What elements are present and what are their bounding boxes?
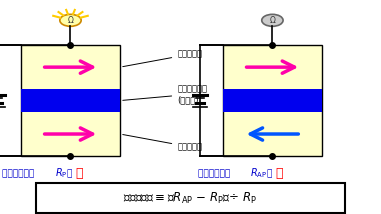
- Text: 磁気抵抗比$\equiv$（$R_\mathrm{AP}$ $-$ $R_\mathrm{P}$）$\div$ $R_\mathrm{P}$: 磁気抵抗比$\equiv$（$R_\mathrm{AP}$ $-$ $R_\ma…: [123, 190, 258, 205]
- Circle shape: [60, 14, 81, 26]
- Text: $R_\mathrm{P}$: $R_\mathrm{P}$: [55, 166, 68, 180]
- Text: トンネル障壁
(非磁性): トンネル障壁 (非磁性): [123, 84, 207, 104]
- FancyBboxPatch shape: [36, 183, 345, 213]
- FancyBboxPatch shape: [223, 45, 322, 156]
- Text: 高: 高: [275, 167, 283, 180]
- FancyBboxPatch shape: [21, 89, 120, 112]
- Text: Ω: Ω: [67, 16, 74, 25]
- Text: Ω: Ω: [269, 16, 275, 25]
- FancyBboxPatch shape: [21, 45, 120, 156]
- Text: トンネル抵抗: トンネル抵抗: [2, 169, 37, 178]
- Text: ：: ：: [67, 169, 72, 178]
- Text: 強磁性電極: 強磁性電極: [123, 135, 202, 151]
- Text: $R_\mathrm{AP}$: $R_\mathrm{AP}$: [250, 166, 267, 180]
- Text: 低: 低: [75, 167, 83, 180]
- Text: ：: ：: [267, 169, 272, 178]
- Text: 強磁性電極: 強磁性電極: [123, 50, 202, 67]
- Text: トンネル抵抗: トンネル抵抗: [198, 169, 234, 178]
- FancyBboxPatch shape: [223, 89, 322, 112]
- Circle shape: [262, 14, 283, 26]
